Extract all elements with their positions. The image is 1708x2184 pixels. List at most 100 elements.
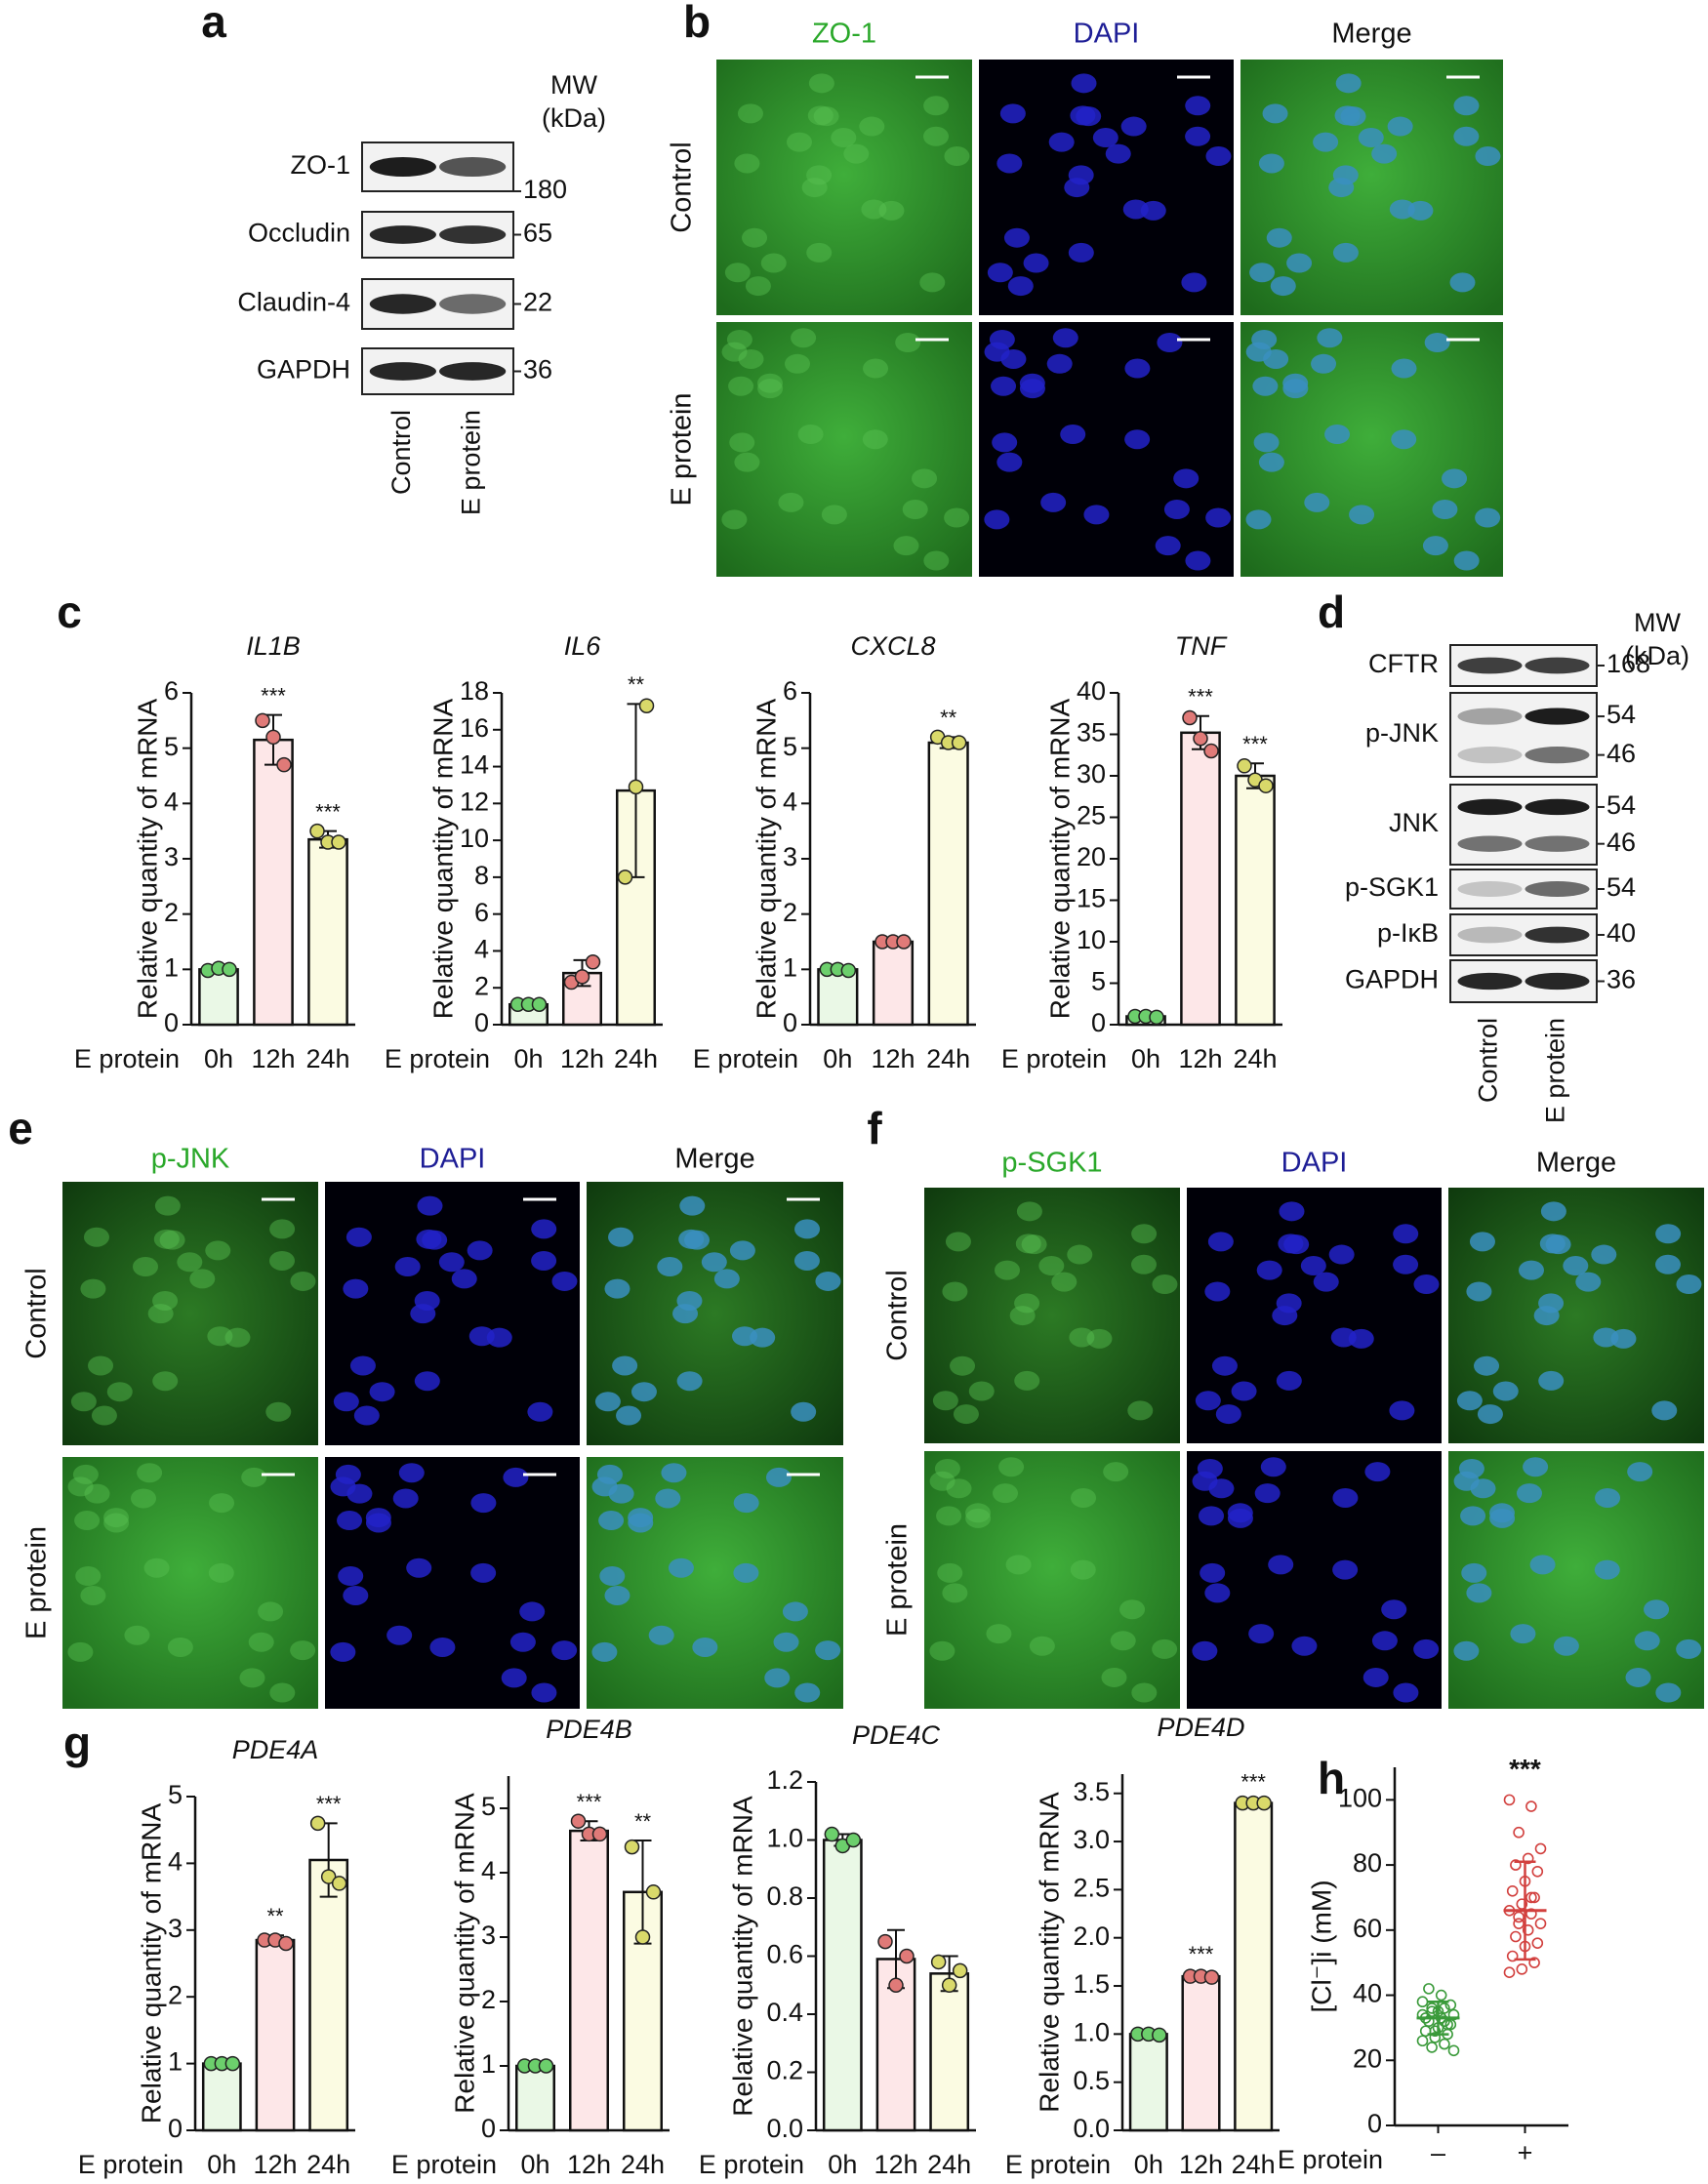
nucleus xyxy=(470,1562,497,1583)
nucleus xyxy=(1254,1483,1281,1504)
panel-label: f xyxy=(867,1103,882,1153)
nucleus xyxy=(1393,1682,1419,1703)
nucleus xyxy=(337,1511,363,1531)
nucleus xyxy=(159,1230,185,1250)
bar xyxy=(308,1858,349,2132)
data-point xyxy=(1152,2027,1167,2043)
mw-label: 65 xyxy=(523,219,552,248)
nucleus xyxy=(1231,1381,1257,1401)
data-point xyxy=(224,2055,241,2072)
bar xyxy=(1128,2033,1168,2132)
nucleus xyxy=(1204,1583,1231,1603)
y-tick-label: 40 xyxy=(1353,1979,1382,2008)
nucleus xyxy=(338,1566,364,1587)
data-point xyxy=(1426,2002,1438,2014)
data-point xyxy=(941,1977,957,1993)
y-tick-label: 5 xyxy=(481,1792,496,1821)
mw-label: 54 xyxy=(1606,790,1636,820)
nucleus xyxy=(75,1566,102,1587)
nucleus xyxy=(1014,1293,1040,1314)
x-tick-label: 0h xyxy=(204,1044,233,1073)
data-point xyxy=(1522,1924,1534,1936)
nucleus xyxy=(594,1392,621,1412)
blot-row-label: p-JNK xyxy=(1365,718,1439,748)
nucleus xyxy=(208,1562,234,1583)
nucleus xyxy=(599,1566,626,1587)
data-point xyxy=(1513,1918,1525,1929)
x-tick-label: 24h xyxy=(926,1044,970,1073)
nucleus xyxy=(893,536,919,556)
data-point xyxy=(1447,2008,1460,2021)
nucleus xyxy=(1282,379,1309,399)
data-point xyxy=(570,1813,587,1829)
nucleus xyxy=(1413,1274,1440,1295)
nucleus xyxy=(807,105,834,126)
nucleus xyxy=(1051,1272,1078,1292)
y-tick-label: 4 xyxy=(474,935,489,964)
micrograph xyxy=(924,1451,1180,1709)
nucleus xyxy=(1453,96,1480,116)
nucleus xyxy=(1192,1471,1218,1491)
data-point xyxy=(1416,2008,1429,2021)
nucleus xyxy=(80,1278,106,1299)
x-axis-label: E protein xyxy=(391,2150,497,2179)
data-point xyxy=(1416,1996,1429,2008)
significance: ** xyxy=(940,706,957,730)
nucleus xyxy=(724,263,751,283)
blot-band xyxy=(1457,798,1523,816)
nucleus xyxy=(729,432,755,453)
y-tick-label: 15 xyxy=(1077,884,1106,913)
nucleus xyxy=(531,1219,557,1239)
nucleus xyxy=(987,263,1013,283)
y-tick-label: 0.0 xyxy=(1073,2114,1110,2143)
nucleus xyxy=(1152,1638,1178,1659)
nucleus xyxy=(1067,1244,1093,1265)
x-tick-label: 0h xyxy=(520,2150,549,2179)
nucleus xyxy=(1489,1508,1516,1528)
panel-label: d xyxy=(1318,586,1345,637)
y-tick-label: 12 xyxy=(460,787,489,816)
x-tick-label: 0h xyxy=(823,1044,852,1073)
nucleus xyxy=(1393,1254,1419,1274)
nucleus xyxy=(1157,333,1183,353)
nucleus xyxy=(1005,1555,1032,1575)
nucleus xyxy=(657,1257,683,1277)
nucleus xyxy=(742,227,768,248)
nucleus xyxy=(1591,1244,1617,1265)
nucleus xyxy=(760,253,787,273)
data-point xyxy=(1531,1865,1544,1878)
significance: *** xyxy=(315,799,341,824)
channel-header: DAPI xyxy=(1074,19,1140,50)
nucleus xyxy=(1475,507,1501,528)
nucleus xyxy=(1205,146,1232,167)
blot-row-label: p-SGK1 xyxy=(1345,872,1439,902)
nucleus xyxy=(343,1278,369,1299)
micrograph xyxy=(62,1182,318,1445)
y-tick-label: 2 xyxy=(168,1980,183,2009)
nucleus xyxy=(773,1632,799,1652)
data-point xyxy=(1193,731,1208,747)
nucleus xyxy=(923,126,950,146)
blot-band xyxy=(1525,798,1590,816)
nucleus xyxy=(1207,1232,1234,1252)
y-tick-label: 1 xyxy=(164,952,179,982)
nucleus xyxy=(1260,1457,1286,1477)
nucleus xyxy=(1389,199,1415,220)
y-tick-label: 3 xyxy=(783,842,797,871)
nucleus xyxy=(1393,1224,1419,1244)
nucleus xyxy=(986,1624,1012,1644)
row-label: Control xyxy=(882,1270,914,1361)
nucleus xyxy=(1258,153,1284,174)
blot-band xyxy=(439,225,507,244)
nucleus xyxy=(1252,376,1279,396)
nucleus xyxy=(88,1355,114,1376)
panel-label: h xyxy=(1318,1753,1345,1803)
nucleus xyxy=(782,1601,808,1622)
nucleus xyxy=(919,272,946,293)
nucleus xyxy=(815,1640,841,1661)
nucleus xyxy=(1330,1327,1357,1348)
blot-strip xyxy=(1449,692,1598,778)
blot-band xyxy=(1457,708,1523,725)
blot-band xyxy=(1457,972,1523,991)
nucleus xyxy=(147,1304,174,1324)
